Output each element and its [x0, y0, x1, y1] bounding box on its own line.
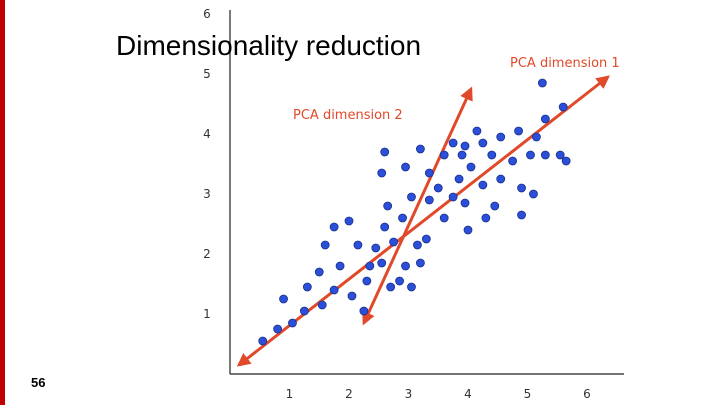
data-point — [561, 156, 571, 166]
data-point — [407, 282, 416, 292]
x-tick-label: 5 — [524, 387, 532, 401]
data-point — [478, 180, 488, 190]
data-point — [460, 141, 470, 151]
data-point — [299, 306, 309, 316]
data-point — [433, 183, 443, 193]
y-tick-label: 3 — [203, 187, 211, 201]
data-point — [395, 276, 404, 286]
data-point — [529, 189, 538, 199]
data-point — [273, 324, 283, 334]
data-point — [353, 240, 363, 250]
data-point — [472, 126, 482, 136]
data-point — [496, 174, 506, 184]
data-point — [302, 282, 312, 292]
data-point — [514, 126, 523, 136]
page-number: 56 — [31, 375, 46, 390]
data-point — [448, 138, 458, 148]
data-point — [421, 234, 431, 244]
data-point — [359, 306, 369, 316]
data-point — [347, 291, 357, 301]
data-point — [415, 144, 425, 154]
data-point — [537, 78, 547, 88]
data-point — [540, 150, 550, 160]
data-point — [362, 276, 372, 286]
data-point — [386, 282, 396, 292]
data-point — [457, 150, 467, 160]
data-point — [415, 258, 425, 268]
data-point — [389, 237, 399, 247]
pca-dimension-2-arrow — [362, 86, 473, 326]
y-tick-label: 5 — [203, 67, 211, 81]
data-point — [424, 195, 434, 205]
y-tick-label: 1 — [203, 307, 211, 321]
data-point — [460, 198, 470, 208]
data-point — [380, 147, 390, 157]
x-tick-label: 1 — [286, 387, 294, 401]
data-point — [407, 192, 416, 202]
data-point — [487, 150, 497, 160]
data-point — [401, 162, 410, 172]
data-point — [320, 240, 330, 250]
data-point — [454, 174, 464, 184]
y-tick-label: 6 — [203, 7, 211, 21]
y-tick-label: 4 — [203, 127, 211, 141]
data-point — [532, 132, 541, 142]
data-point — [478, 138, 488, 148]
x-tick-label: 4 — [464, 387, 472, 401]
data-point — [329, 222, 339, 232]
data-point — [317, 300, 327, 310]
data-point — [258, 336, 268, 346]
x-tick-label: 3 — [405, 387, 413, 401]
slide-accent-bar — [0, 0, 5, 405]
data-point — [466, 162, 476, 172]
data-point — [288, 318, 297, 328]
data-point — [439, 150, 449, 160]
data-point — [496, 132, 506, 142]
data-point — [424, 168, 434, 178]
x-tick-label: 2 — [345, 387, 353, 401]
data-point — [517, 183, 526, 193]
pca-dimension-1-label: PCA dimension 1 — [510, 56, 620, 71]
y-tick-label: 2 — [203, 247, 211, 261]
data-point — [490, 201, 500, 211]
data-point — [413, 240, 422, 250]
data-point — [335, 261, 345, 271]
data-point — [344, 216, 354, 226]
data-point — [279, 294, 288, 304]
data-point — [314, 267, 324, 277]
data-point — [463, 225, 473, 235]
data-point — [558, 102, 568, 112]
data-point — [371, 243, 381, 253]
data-point — [377, 258, 387, 268]
data-point — [481, 213, 491, 223]
data-point — [365, 261, 375, 271]
data-point — [508, 156, 518, 166]
data-point — [401, 261, 410, 271]
x-tick-label: 6 — [583, 387, 591, 401]
slide-title: Dimensionality reduction — [116, 30, 422, 61]
data-point — [383, 201, 393, 211]
data-point — [517, 210, 526, 220]
data-point — [439, 213, 449, 223]
data-point — [377, 168, 387, 178]
data-point — [540, 114, 550, 124]
pca-dimension-2-label: PCA dimension 2 — [293, 108, 403, 123]
data-point — [398, 213, 407, 223]
data-point — [380, 222, 390, 232]
data-point — [329, 285, 339, 295]
data-point — [555, 150, 565, 160]
data-point — [448, 192, 458, 202]
data-point — [526, 150, 535, 160]
